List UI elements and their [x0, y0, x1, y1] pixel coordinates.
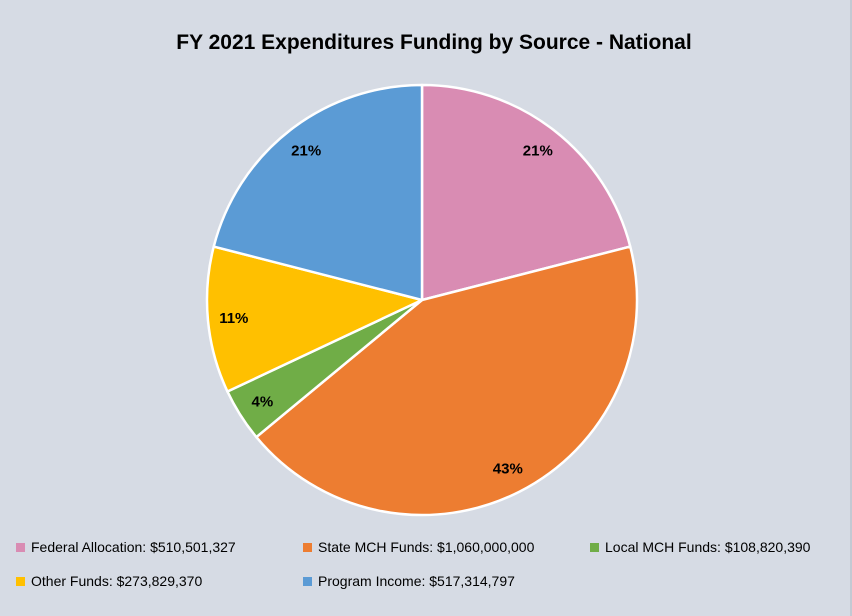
pie-data-label: 21% — [291, 143, 321, 160]
chart-title: FY 2021 Expenditures Funding by Source -… — [176, 31, 692, 54]
legend-swatch-icon — [16, 576, 25, 586]
pie-slice-federal-allocation[interactable] — [420, 83, 632, 302]
legend-item-local-mch-funds[interactable]: Local MCH Funds: $108,820,390 — [590, 539, 810, 555]
legend-item-state-mch-funds[interactable]: State MCH Funds: $1,060,000,000 — [303, 539, 534, 555]
legend-item-program-income[interactable]: Program Income: $517,314,797 — [303, 573, 515, 589]
legend-swatch-icon — [590, 542, 599, 552]
pie-slice-state-mch-funds[interactable] — [255, 245, 639, 517]
legend-item-label: Other Funds: $273,829,370 — [31, 573, 203, 589]
pie-data-label: 21% — [523, 143, 553, 160]
legend-item-label: Program Income: $517,314,797 — [318, 573, 515, 589]
legend-item-other-funds[interactable]: Other Funds: $273,829,370 — [16, 573, 202, 589]
legend-swatch-icon — [303, 576, 312, 586]
pie-slice-other-funds[interactable] — [205, 245, 424, 393]
pie-data-label: 4% — [252, 393, 274, 410]
legend-item-label: Federal Allocation: $510,501,327 — [31, 539, 236, 555]
legend-item-label: Local MCH Funds: $108,820,390 — [605, 539, 811, 555]
pie-slice-program-income[interactable] — [212, 83, 424, 302]
pie-data-label: 11% — [219, 310, 248, 327]
legend-swatch-icon — [16, 542, 25, 552]
legend-swatch-icon — [303, 542, 312, 552]
legend-item-label: State MCH Funds: $1,060,000,000 — [318, 539, 535, 555]
window-edge — [850, 0, 852, 616]
legend-item-federal-allocation[interactable]: Federal Allocation: $510,501,327 — [16, 539, 236, 555]
pie-data-label: 43% — [493, 460, 523, 477]
